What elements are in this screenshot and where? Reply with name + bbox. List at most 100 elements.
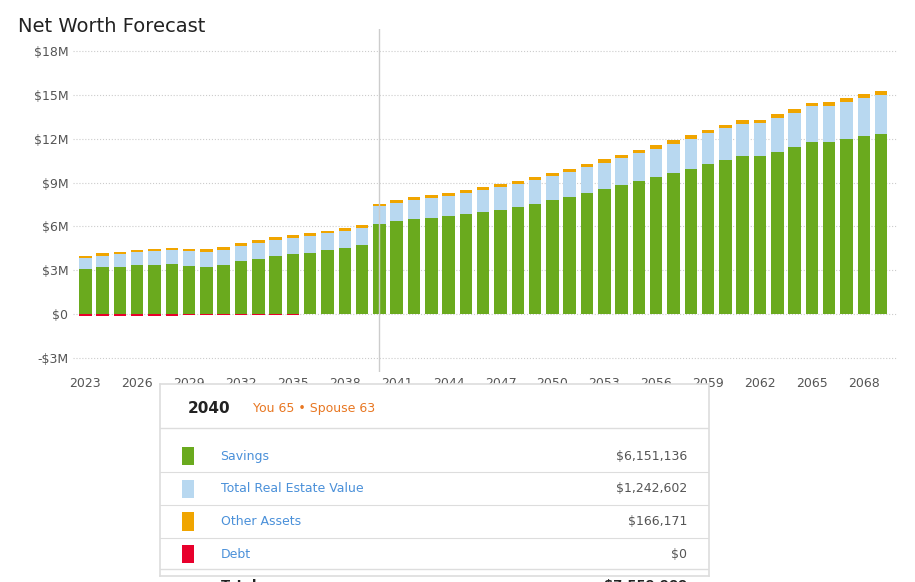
Bar (425, 195, 437, 198)
Bar (546, 176, 559, 200)
Bar (183, 251, 195, 266)
Bar (339, 230, 351, 249)
Text: 2040: 2040 (188, 400, 231, 416)
Bar (754, 156, 766, 314)
Bar (702, 130, 715, 133)
Bar (840, 98, 853, 102)
Bar (373, 206, 385, 224)
Bar (131, 314, 144, 316)
Bar (286, 238, 299, 254)
Bar (806, 107, 818, 141)
Bar (391, 203, 403, 221)
Bar (494, 184, 507, 187)
Bar (218, 265, 230, 314)
Bar (304, 233, 317, 236)
Bar (286, 314, 299, 315)
Bar (459, 190, 472, 193)
Bar (719, 128, 732, 160)
Bar (253, 258, 264, 314)
Bar (494, 187, 507, 210)
Text: $1,242,602: $1,242,602 (616, 482, 687, 495)
Bar (339, 228, 351, 230)
Bar (391, 221, 403, 314)
Bar (581, 193, 593, 314)
Bar (823, 102, 835, 106)
Bar (96, 255, 109, 267)
Bar (806, 141, 818, 314)
Bar (477, 190, 490, 212)
Bar (218, 247, 230, 250)
Bar (235, 243, 247, 246)
Bar (737, 156, 749, 314)
Bar (581, 167, 593, 193)
Bar (650, 146, 662, 149)
Bar (148, 314, 161, 316)
Bar (771, 118, 783, 152)
Bar (321, 250, 334, 314)
Bar (218, 314, 230, 315)
Bar (166, 247, 178, 250)
Bar (702, 164, 715, 314)
Bar (823, 141, 835, 314)
Bar (511, 184, 524, 207)
Bar (425, 218, 437, 314)
Bar (269, 237, 282, 240)
Bar (235, 246, 247, 261)
Bar (304, 253, 317, 314)
Bar (719, 125, 732, 128)
Text: $0: $0 (672, 548, 687, 560)
Bar (754, 119, 766, 123)
Bar (857, 136, 870, 314)
Bar (373, 224, 385, 314)
Bar (875, 134, 888, 314)
Bar (253, 240, 264, 243)
Bar (598, 159, 610, 162)
Bar (113, 267, 126, 314)
Bar (771, 152, 783, 314)
Bar (477, 212, 490, 314)
Bar (684, 135, 697, 139)
Bar (166, 250, 178, 264)
Bar (650, 178, 662, 314)
Bar (564, 169, 576, 172)
Bar (96, 314, 109, 316)
Bar (131, 252, 144, 265)
Bar (113, 314, 126, 316)
Bar (857, 98, 870, 136)
Bar (667, 140, 680, 144)
Bar (546, 172, 559, 176)
Bar (356, 246, 369, 314)
Bar (737, 120, 749, 124)
Text: $7,559,909: $7,559,909 (604, 579, 687, 582)
Bar (684, 139, 697, 169)
Bar (806, 102, 818, 107)
Bar (667, 144, 680, 173)
Bar (650, 149, 662, 178)
Bar (408, 197, 420, 200)
Bar (373, 204, 385, 206)
Bar (632, 181, 645, 314)
Bar (166, 264, 178, 314)
Bar (598, 189, 610, 314)
Text: Savings: Savings (221, 450, 270, 463)
Bar (719, 160, 732, 314)
Bar (79, 269, 92, 314)
Bar (253, 243, 264, 258)
Bar (321, 230, 334, 233)
Bar (702, 133, 715, 164)
Bar (200, 267, 212, 314)
Bar (754, 123, 766, 156)
Bar (442, 216, 455, 314)
Bar (581, 164, 593, 167)
Text: Debt: Debt (221, 548, 251, 560)
Bar (391, 200, 403, 203)
Bar (564, 172, 576, 197)
Bar (840, 139, 853, 314)
Bar (529, 180, 542, 204)
Bar (875, 95, 888, 134)
Bar (632, 150, 645, 153)
Bar (183, 266, 195, 314)
Bar (253, 314, 264, 315)
Bar (131, 250, 144, 252)
Bar (564, 197, 576, 314)
